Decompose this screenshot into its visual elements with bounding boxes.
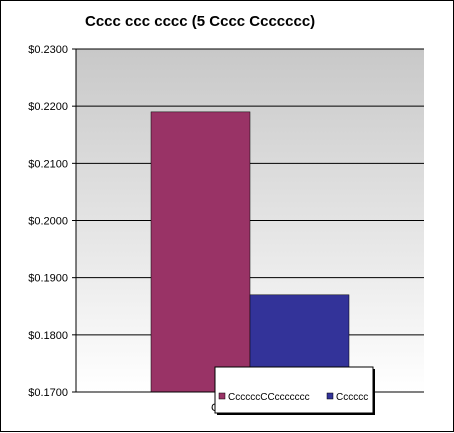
y-tick-labels: $0.1700 $0.1800 $0.1900 $0.2000 $0.2100 $0.22… xyxy=(28,44,68,399)
legend[interactable]: CcccccCCccccccc Cccccc xyxy=(214,366,375,415)
legend-box xyxy=(214,366,374,414)
y-tick-label: $0.2300 xyxy=(28,44,68,56)
y-tick-label: $0.1900 xyxy=(28,273,68,285)
chart-title: Cccc ccc cccc (5 Cccc Ccccccc) xyxy=(85,13,316,30)
legend-label: CcccccCCccccccc xyxy=(228,392,310,403)
legend-swatch xyxy=(218,392,226,400)
y-tick-label: $0.2100 xyxy=(28,158,68,170)
legend-swatch xyxy=(326,392,334,400)
y-tick-label: $0.2200 xyxy=(28,101,68,113)
legend-label: Cccccc xyxy=(336,392,368,403)
y-tick-label: $0.1800 xyxy=(28,330,68,342)
y-tick-label: $0.2000 xyxy=(28,216,68,228)
y-tick-label: $0.1700 xyxy=(28,387,68,399)
bar-1 xyxy=(150,111,251,393)
